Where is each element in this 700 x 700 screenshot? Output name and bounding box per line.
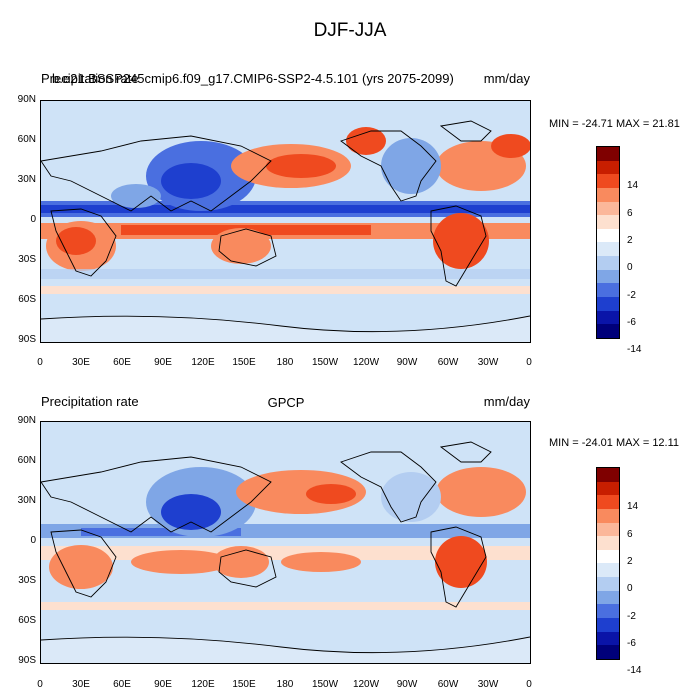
panel-1-lon-label: 60W (437, 357, 459, 368)
colorbar-swatch (597, 481, 619, 496)
panel-2-left-title: Precipitation rate (41, 394, 139, 409)
panel-1-left-title: Precipitation rate (41, 71, 139, 86)
panel-1-lat-label: 0 (30, 214, 36, 225)
colorbar-swatch (597, 160, 619, 175)
colorbar-swatch (597, 508, 619, 523)
panel-1-lat-label: 30S (18, 254, 36, 265)
panel-1-lon-label: 150E (232, 357, 256, 368)
colorbar-swatch (597, 577, 619, 591)
panel-1-colorbar-label: 6 (627, 208, 633, 219)
panel-1-units: mm/day (483, 71, 530, 86)
panel-1-lon-label: 150W (311, 357, 339, 368)
colorbar-swatch (597, 242, 619, 256)
panel-1-colorbar (596, 146, 620, 339)
panel-2-lon-label: 0 (526, 679, 532, 690)
panel-1-lat-label: 90S (18, 334, 36, 345)
panel-2-colorbar-label: 6 (627, 529, 633, 540)
panel-2-lat-label: 30S (18, 575, 36, 586)
colorbar-swatch (597, 536, 619, 550)
panel-2-colorbar-label: -2 (627, 611, 636, 622)
panel-2-lat-label: 0 (30, 535, 36, 546)
colorbar-swatch (597, 631, 619, 646)
panel-1-colorbar-label: 0 (627, 262, 633, 273)
panel-2-colorbar-label: 0 (627, 583, 633, 594)
panel-2-lat-label: 90S (18, 655, 36, 666)
panel-1-lon-label: 0 (526, 357, 532, 368)
panel-1-lon-label: 120W (352, 357, 380, 368)
panel-1-lat-label: 60N (17, 134, 36, 145)
colorbar-swatch (597, 228, 619, 243)
colorbar-swatch (597, 645, 619, 659)
panel-2-lon-label: 150W (311, 679, 339, 690)
colorbar-swatch (597, 296, 619, 311)
panel-1-colorbar-label: 14 (627, 180, 639, 191)
panel-2-lat-label: 30N (17, 495, 36, 506)
panel-2-minmax: MIN = -24.01 MAX = 12.11 (549, 437, 680, 449)
panel-1-lon-label: 120E (191, 357, 215, 368)
panel-1-lat-label: 30N (17, 174, 36, 185)
panel-2-lat-label: 60N (17, 455, 36, 466)
panel-2-colorbar-label: -14 (627, 665, 642, 676)
main-title: DJF-JJA (313, 20, 387, 41)
colorbar-swatch (597, 201, 619, 216)
panel-2-lon-label: 0 (37, 679, 43, 690)
panel-1-lat-label: 90N (17, 94, 36, 105)
panel-2-lon-label: 180 (276, 679, 294, 690)
panel-2-units: mm/day (483, 394, 530, 409)
panel-1-lon-label: 0 (37, 357, 43, 368)
colorbar-swatch (597, 147, 619, 161)
panel-2-lon-label: 150E (232, 679, 256, 690)
panel-2-lon-label: 120W (352, 679, 380, 690)
panel-2-center-title: GPCP (267, 395, 305, 410)
panel-1-map (40, 100, 531, 343)
colorbar-swatch (597, 563, 619, 577)
colorbar-swatch (597, 590, 619, 605)
panel-1-lon-label: 60E (113, 357, 131, 368)
colorbar-swatch (597, 549, 619, 564)
panel-2-colorbar-label: -6 (627, 638, 636, 649)
colorbar-swatch (597, 215, 619, 229)
panel-1-lat-label: 60S (18, 294, 36, 305)
colorbar-swatch (597, 174, 619, 188)
panel-1-map-canvas (41, 101, 530, 342)
colorbar-swatch (597, 617, 619, 632)
colorbar-swatch (597, 187, 619, 202)
panel-1-colorbar-label: 2 (627, 235, 633, 246)
panel-2-lon-label: 120E (191, 679, 215, 690)
colorbar-swatch (597, 468, 619, 482)
colorbar-swatch (597, 324, 619, 338)
panel-2-lat-label: 60S (18, 615, 36, 626)
panel-1-colorbar-label: -6 (627, 317, 636, 328)
panel-1-colorbar-label: -14 (627, 344, 642, 355)
panel-2-colorbar-label: 14 (627, 501, 639, 512)
colorbar-swatch (597, 269, 619, 284)
panel-2-colorbar (596, 467, 620, 660)
panel-1-colorbar-label: -2 (627, 290, 636, 301)
panel-2-lon-label: 90W (396, 679, 418, 690)
panel-1-minmax: MIN = -24.71 MAX = 21.81 (549, 118, 680, 130)
panel-1-lon-label: 30E (72, 357, 90, 368)
panel-2-lat-label: 90N (17, 415, 36, 426)
panel-1-lon-label: 90E (154, 357, 172, 368)
panel-2-lon-label: 30E (72, 679, 90, 690)
panel-1-lon-label: 180 (276, 357, 294, 368)
panel-2-lon-label: 60E (113, 679, 131, 690)
panel-2-map-canvas (41, 422, 530, 663)
panel-2-map (40, 421, 531, 664)
panel-1-lon-label: 30W (477, 357, 499, 368)
panel-1-lon-label: 90W (396, 357, 418, 368)
colorbar-swatch (597, 522, 619, 537)
panel-1-case-title: b.e21.BSSP245cmip6.f09_g17.CMIP6-SSP2-4.… (52, 71, 454, 86)
panel-2-lon-label: 90E (154, 679, 172, 690)
colorbar-swatch (597, 495, 619, 509)
colorbar-swatch (597, 283, 619, 297)
colorbar-swatch (597, 310, 619, 325)
panel-2-colorbar-label: 2 (627, 556, 633, 567)
panel-2-lon-label: 30W (477, 679, 499, 690)
colorbar-swatch (597, 256, 619, 270)
panel-2-lon-label: 60W (437, 679, 459, 690)
colorbar-swatch (597, 604, 619, 618)
